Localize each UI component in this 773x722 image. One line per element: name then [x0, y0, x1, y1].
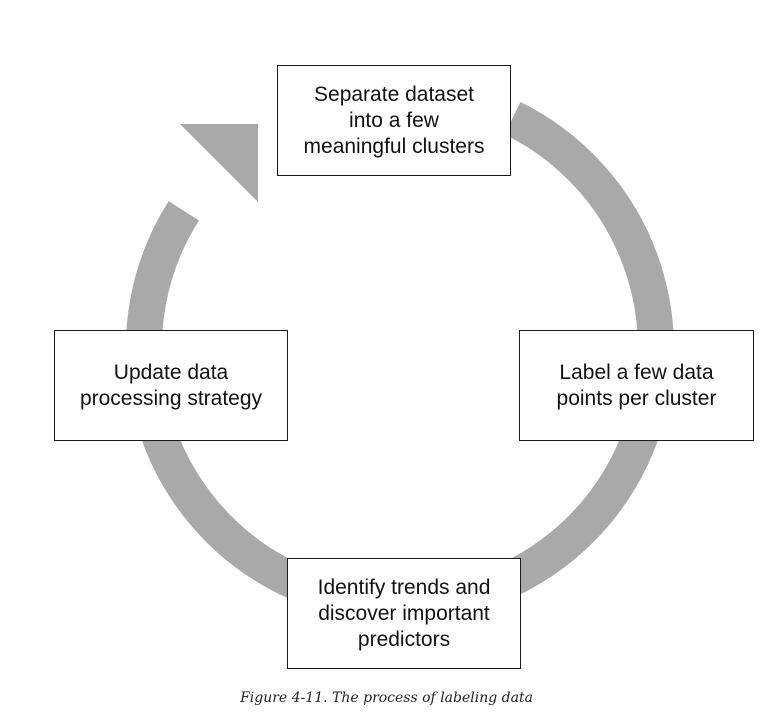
step-label: Update data processing strategy — [79, 360, 263, 410]
step-identify-trends: Identify trends and discover important p… — [287, 558, 521, 669]
step-update-strategy: Update data processing strategy — [54, 330, 288, 441]
step-separate-dataset: Separate dataset into a few meaningful c… — [277, 65, 511, 176]
step-label: Identify trends and discover important p… — [317, 575, 491, 651]
step-label: Label a few data points per cluster — [556, 360, 717, 410]
step-label-data-points: Label a few data points per cluster — [519, 330, 754, 441]
step-label: Separate dataset into a few meaningful c… — [303, 82, 485, 158]
cycle-arrowhead — [180, 124, 258, 202]
figure-caption: Figure 4-11. The process of labeling dat… — [240, 690, 533, 706]
